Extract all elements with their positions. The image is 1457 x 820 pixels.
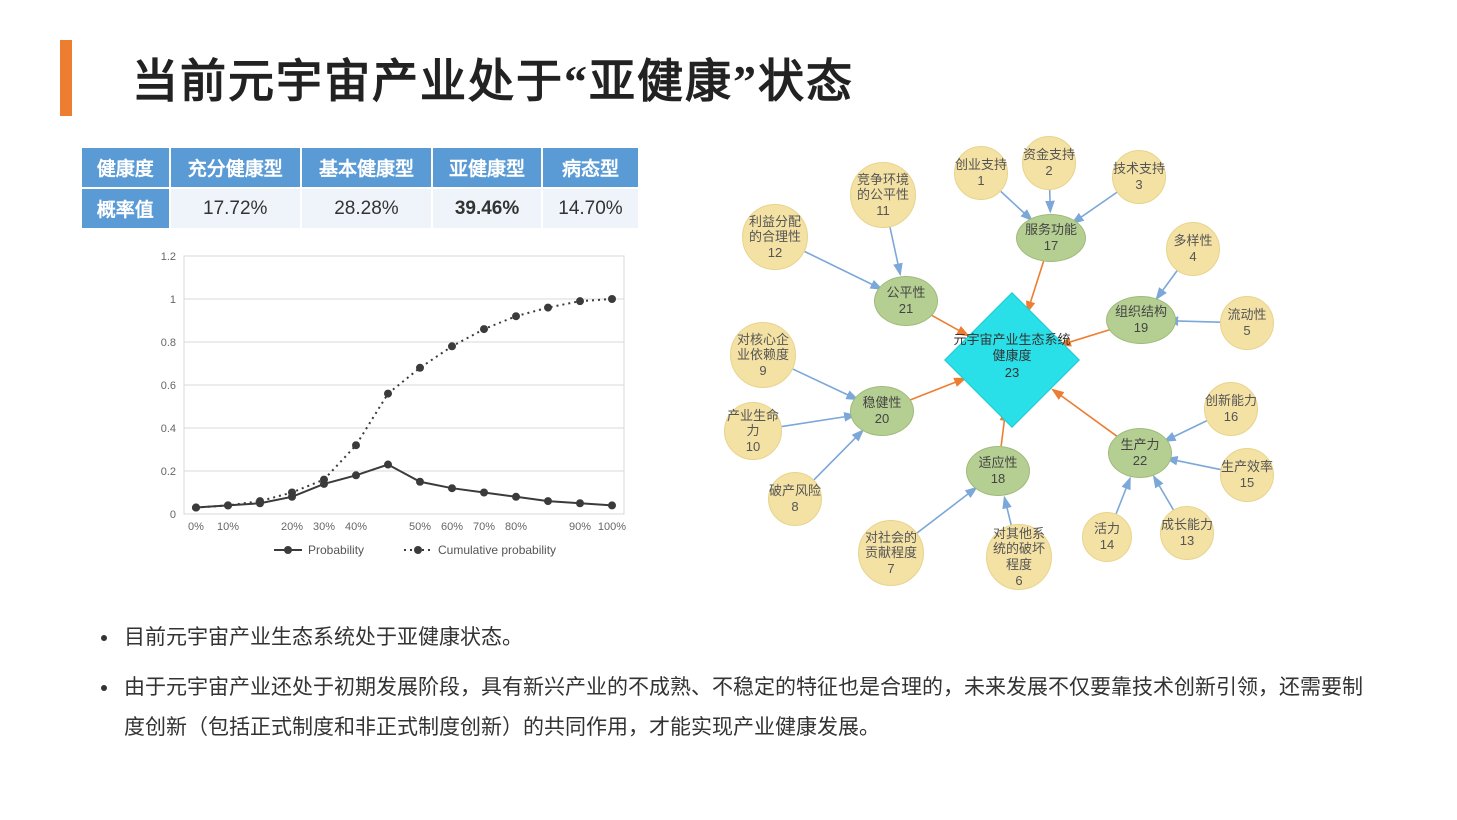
title-area: 当前元宇宙产业处于“亚健康”状态 bbox=[80, 40, 1377, 116]
value-3: 14.70% bbox=[542, 188, 639, 229]
diagram-node-y13: 成长能力13 bbox=[1160, 506, 1214, 560]
right-column: 元宇宙产业生态系统健康度23 服务功能17 公平性21 组织结构19 稳健性20 适应性1… bbox=[700, 146, 1377, 596]
diagram-node-g21: 公平性21 bbox=[874, 276, 938, 326]
svg-text:100%: 100% bbox=[598, 521, 626, 533]
diagram-node-y9: 对核心企业依赖度9 bbox=[730, 322, 796, 388]
diagram-node-g17: 服务功能17 bbox=[1016, 214, 1086, 262]
diagram-node-y14: 活力14 bbox=[1082, 512, 1132, 562]
svg-text:20%: 20% bbox=[281, 521, 303, 533]
svg-text:0: 0 bbox=[170, 509, 176, 521]
health-table: 健康度 充分健康型 基本健康型 亚健康型 病态型 概率值 17.72% 28.2… bbox=[80, 146, 640, 230]
bullet-1: 由于元宇宙产业还处于初期发展阶段，具有新兴产业的不成熟、不稳定的特征也是合理的，… bbox=[120, 668, 1377, 748]
table-header-row: 健康度 充分健康型 基本健康型 亚健康型 病态型 bbox=[81, 147, 639, 188]
diagram-node-g22: 生产力22 bbox=[1108, 428, 1172, 478]
diagram-node-g18: 适应性18 bbox=[966, 446, 1030, 496]
value-1: 28.28% bbox=[301, 188, 432, 229]
chart-svg: 0 0.2 0.4 0.6 0.8 1 1.2 0% 10% 20% 30% 40% 50% 60% 70%… bbox=[140, 246, 640, 566]
bullet-list: 目前元宇宙产业生态系统处于亚健康状态。 由于元宇宙产业还处于初期发展阶段，具有新… bbox=[80, 618, 1377, 748]
svg-text:90%: 90% bbox=[569, 521, 591, 533]
col-header-2: 亚健康型 bbox=[432, 147, 542, 188]
svg-text:0.6: 0.6 bbox=[161, 380, 176, 392]
svg-text:30%: 30% bbox=[313, 521, 335, 533]
diagram-node-g19: 组织结构19 bbox=[1106, 296, 1176, 344]
diagram-node-g20: 稳健性20 bbox=[850, 386, 914, 436]
diagram-node-y6: 对其他系统的破坏程度6 bbox=[986, 524, 1052, 590]
diagram-node-y12: 利益分配的合理性12 bbox=[742, 204, 808, 270]
svg-text:Cumulative probability: Cumulative probability bbox=[438, 543, 556, 557]
row-label-health: 健康度 bbox=[81, 147, 170, 188]
slide: 当前元宇宙产业处于“亚健康”状态 健康度 充分健康型 基本健康型 亚健康型 病态… bbox=[0, 0, 1457, 788]
svg-text:0%: 0% bbox=[188, 521, 204, 533]
col-header-1: 基本健康型 bbox=[301, 147, 432, 188]
network-diagram: 元宇宙产业生态系统健康度23 服务功能17 公平性21 组织结构19 稳健性20 适应性1… bbox=[710, 136, 1270, 596]
left-column: 健康度 充分健康型 基本健康型 亚健康型 病态型 概率值 17.72% 28.2… bbox=[80, 146, 640, 596]
probability-chart: 0 0.2 0.4 0.6 0.8 1 1.2 0% 10% 20% 30% 40% 50% 60% 70%… bbox=[140, 246, 640, 566]
svg-text:10%: 10% bbox=[217, 521, 239, 533]
diagram-node-y8: 破产风险8 bbox=[768, 472, 822, 526]
col-header-0: 充分健康型 bbox=[170, 147, 301, 188]
diagram-node-y2: 资金支持2 bbox=[1022, 136, 1076, 190]
svg-text:60%: 60% bbox=[441, 521, 463, 533]
svg-text:80%: 80% bbox=[505, 521, 527, 533]
diagram-node-y15: 生产效率15 bbox=[1220, 448, 1274, 502]
diagram-node-y3: 技术支持3 bbox=[1112, 150, 1166, 204]
svg-text:50%: 50% bbox=[409, 521, 431, 533]
diagram-node-y10: 产业生命力10 bbox=[724, 402, 782, 460]
bullet-0: 目前元宇宙产业生态系统处于亚健康状态。 bbox=[120, 618, 1377, 658]
table-value-row: 概率值 17.72% 28.28% 39.46% 14.70% bbox=[81, 188, 639, 229]
col-header-3: 病态型 bbox=[542, 147, 639, 188]
svg-text:Probability: Probability bbox=[308, 543, 364, 557]
diagram-node-y7: 对社会的贡献程度7 bbox=[858, 520, 924, 586]
page-title: 当前元宇宙产业处于“亚健康”状态 bbox=[132, 45, 854, 111]
accent-bar bbox=[60, 40, 72, 116]
diagram-node-y16: 创新能力16 bbox=[1204, 382, 1258, 436]
svg-text:1: 1 bbox=[170, 294, 176, 306]
content-row: 健康度 充分健康型 基本健康型 亚健康型 病态型 概率值 17.72% 28.2… bbox=[80, 146, 1377, 596]
diagram-center-label: 元宇宙产业生态系统健康度23 bbox=[952, 332, 1072, 381]
diagram-node-y1: 创业支持1 bbox=[954, 146, 1008, 200]
value-2: 39.46% bbox=[432, 188, 542, 229]
diagram-node-y5: 流动性5 bbox=[1220, 296, 1274, 350]
value-0: 17.72% bbox=[170, 188, 301, 229]
diagram-node-y4: 多样性4 bbox=[1166, 222, 1220, 276]
diagram-node-y11: 竞争环境的公平性11 bbox=[850, 162, 916, 228]
svg-text:70%: 70% bbox=[473, 521, 495, 533]
svg-text:0.8: 0.8 bbox=[161, 337, 176, 349]
svg-text:40%: 40% bbox=[345, 521, 367, 533]
svg-text:0.2: 0.2 bbox=[161, 466, 176, 478]
svg-text:1.2: 1.2 bbox=[161, 251, 176, 263]
row-label-prob: 概率值 bbox=[81, 188, 170, 229]
svg-text:0.4: 0.4 bbox=[161, 423, 176, 435]
